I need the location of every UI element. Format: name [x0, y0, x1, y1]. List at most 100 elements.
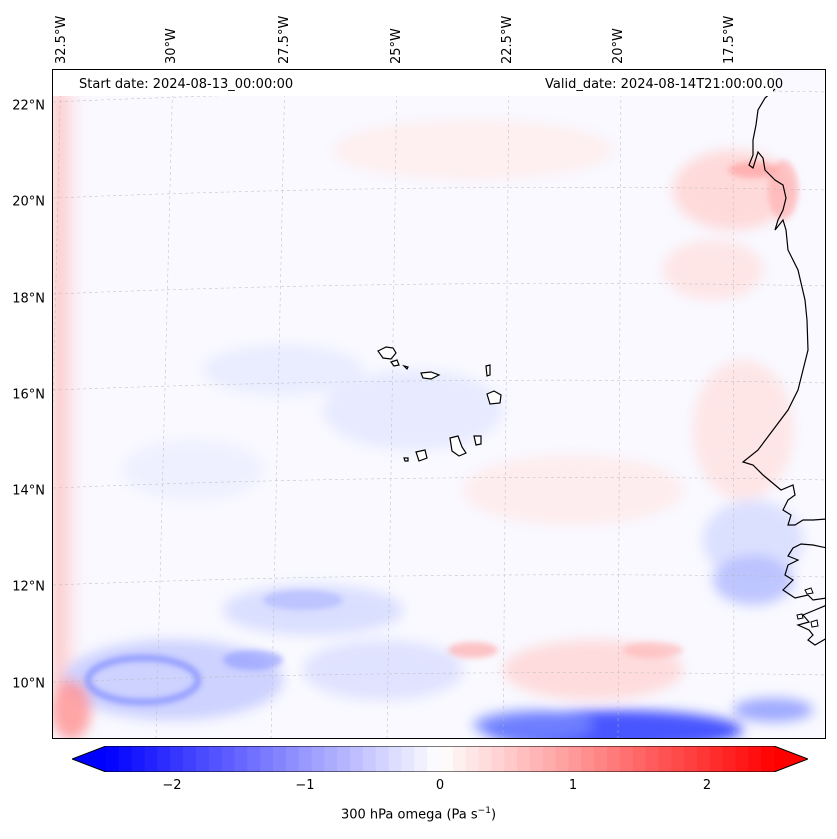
colorbar-cell	[350, 746, 364, 772]
colorbar-cell	[696, 746, 711, 772]
colorbar-cell	[234, 746, 248, 772]
colorbar-cell	[632, 746, 647, 772]
colorbar-cell	[375, 746, 390, 772]
guinea-bissau-coast	[796, 605, 825, 646]
colorbar-label-close: )	[490, 807, 497, 823]
colorbar-tick-2: 2	[702, 778, 712, 793]
colorbar-label-text: 300 hPa omega (Pa s	[340, 807, 478, 823]
lat-label-10n: 10°N	[12, 676, 45, 692]
colorbar-cell	[183, 746, 197, 772]
colorbar-cell	[118, 746, 133, 772]
lon-label-25w: 25°W	[389, 28, 404, 64]
lat-label-22n: 22°N	[12, 98, 45, 114]
colorbar-cell	[208, 746, 223, 772]
lat-label-12n: 12°N	[12, 579, 45, 595]
colorbar-cell	[465, 746, 480, 772]
island-fogo	[415, 449, 428, 462]
colorbar-cell	[748, 746, 762, 772]
colorbar-cell	[388, 746, 403, 772]
lat-label-20n: 20°N	[12, 194, 45, 210]
island-maio	[473, 435, 482, 446]
colorbar-extend-high	[774, 746, 808, 772]
colorbar-cell	[555, 746, 570, 772]
colorbar-cell	[195, 746, 210, 772]
colorbar-cell	[491, 746, 505, 772]
colorbar-cell	[735, 746, 749, 772]
omega-field-detail	[85, 160, 798, 705]
colorbar	[72, 746, 808, 772]
colorbar-cell	[529, 746, 544, 772]
colorbar-label-exponent: −1	[477, 806, 491, 816]
lon-label-17-5w: 17.5°W	[722, 15, 737, 64]
graticule	[53, 70, 825, 738]
colorbar-extend-low	[72, 746, 106, 772]
map-panel	[52, 69, 826, 739]
colorbar-cell	[170, 746, 184, 772]
colorbar-cell	[324, 746, 338, 772]
lon-label-22-5w: 22.5°W	[500, 15, 515, 64]
colorbar-cell	[452, 746, 467, 772]
colorbar-cell	[722, 746, 737, 772]
lon-label-32-5w: 32.5°W	[54, 15, 69, 64]
lat-label-16n: 16°N	[12, 387, 45, 403]
island-sao-nicolau	[420, 371, 441, 380]
colorbar-cell	[273, 746, 287, 772]
colorbar-cell	[285, 746, 300, 772]
colorbar-cell	[761, 746, 775, 772]
start-date-label: Start date: 2024-08-13_00:00:00	[79, 77, 294, 92]
colorbar-cell	[362, 746, 377, 772]
colorbar-cell	[645, 746, 659, 772]
island-sal	[485, 364, 491, 377]
colorbar-cell	[427, 746, 441, 772]
colorbar-cell	[709, 746, 724, 772]
island-santa-luzia	[402, 364, 409, 371]
colorbar-cell	[221, 746, 236, 772]
gambia-coast	[782, 543, 825, 601]
colorbar-cell	[478, 746, 492, 772]
lon-label-30w: 30°W	[164, 28, 179, 64]
island-santiago	[449, 435, 467, 457]
colorbar-cell	[568, 746, 582, 772]
lon-label-27-5w: 27.5°W	[277, 15, 292, 64]
colorbar-cell	[658, 746, 672, 772]
colorbar-tick-minus-1: −1	[295, 778, 315, 793]
omega-field	[53, 90, 813, 738]
colorbar-cell	[298, 746, 313, 772]
valid-date-label: Valid_date: 2024-08-14T21:00:00.00	[545, 77, 784, 92]
colorbar-cell	[607, 746, 621, 772]
colorbar-cell	[504, 746, 518, 772]
colorbar-cells	[72, 746, 808, 772]
island-boa-vista	[486, 390, 502, 405]
colorbar-cell	[684, 746, 698, 772]
map-canvas	[53, 70, 825, 738]
colorbar-cell	[247, 746, 261, 772]
colorbar-cell	[594, 746, 608, 772]
colorbar-cell	[581, 746, 595, 772]
colorbar-cell	[144, 746, 158, 772]
colorbar-cell	[401, 746, 415, 772]
island-santo-antao	[377, 346, 397, 360]
colorbar-label: 300 hPa omega (Pa s−1)	[0, 806, 837, 822]
island-sao-vicente	[390, 359, 400, 367]
colorbar-cell	[440, 746, 454, 772]
cape-verde-islands	[377, 346, 502, 462]
title-strip	[53, 70, 773, 96]
colorbar-cell	[517, 746, 531, 772]
colorbar-cell	[619, 746, 634, 772]
colorbar-cell	[337, 746, 351, 772]
colorbar-cell	[106, 746, 120, 772]
colorbar-cell	[414, 746, 428, 772]
colorbar-cell	[542, 746, 557, 772]
colorbar-cell	[131, 746, 146, 772]
colorbar-tick-1: 1	[568, 778, 578, 793]
african-coastline	[741, 88, 825, 526]
colorbar-cell	[671, 746, 685, 772]
bijagos-islands	[796, 587, 819, 628]
colorbar-cell	[260, 746, 274, 772]
colorbar-cell	[157, 746, 171, 772]
colorbar-tick-0: 0	[435, 778, 445, 793]
lat-label-14n: 14°N	[12, 483, 45, 499]
island-brava	[403, 457, 409, 462]
lat-label-18n: 18°N	[12, 291, 45, 307]
colorbar-cell	[311, 746, 325, 772]
